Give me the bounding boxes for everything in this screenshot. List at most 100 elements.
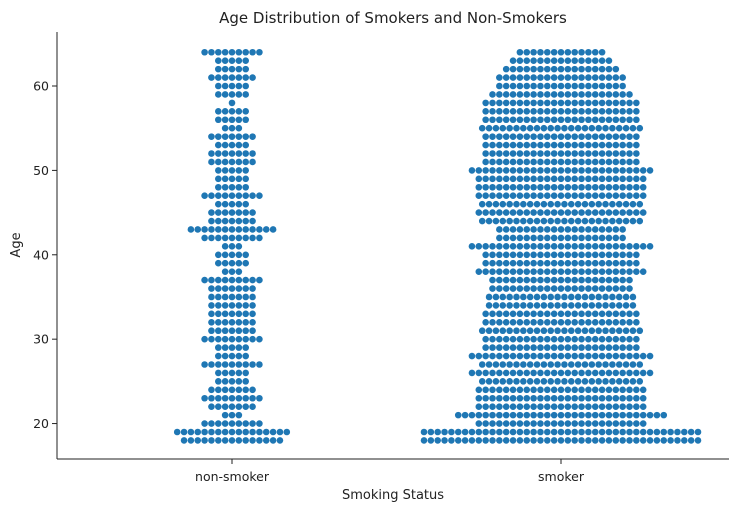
data-point — [208, 310, 215, 318]
data-point — [540, 327, 548, 335]
data-point — [591, 259, 599, 267]
data-point — [585, 74, 592, 81]
data-point — [516, 243, 524, 250]
data-point — [626, 192, 633, 200]
data-point — [574, 361, 582, 368]
data-point — [591, 352, 599, 360]
data-point — [475, 411, 483, 419]
data-point — [489, 310, 496, 318]
data-point — [547, 302, 555, 309]
data-point — [513, 217, 520, 225]
data-point — [629, 378, 637, 385]
data-point — [612, 82, 620, 90]
data-point — [598, 285, 606, 292]
data-point — [626, 158, 633, 166]
data-point — [591, 243, 599, 250]
data-point — [235, 394, 243, 402]
data-point — [516, 48, 524, 56]
data-point — [626, 183, 633, 191]
data-point — [228, 344, 236, 351]
data-point — [626, 394, 633, 402]
data-point — [523, 82, 531, 90]
data-point — [502, 259, 510, 267]
data-point — [585, 226, 592, 233]
data-point — [208, 150, 215, 157]
data-point — [530, 411, 537, 419]
data-point — [482, 251, 489, 259]
data-point — [550, 192, 558, 200]
data-point — [612, 209, 620, 216]
data-point — [208, 133, 215, 140]
data-point — [221, 48, 229, 56]
data-point — [571, 108, 578, 115]
data-point — [612, 243, 620, 250]
data-point — [574, 217, 582, 225]
data-point — [633, 251, 640, 259]
data-point — [485, 200, 493, 208]
data-point — [564, 285, 572, 292]
data-point — [242, 217, 249, 225]
data-point — [256, 48, 263, 56]
data-point — [262, 428, 270, 436]
data-point — [567, 200, 575, 208]
data-point — [249, 158, 256, 166]
data-point — [221, 57, 229, 64]
data-point — [605, 192, 613, 200]
data-point — [591, 318, 599, 326]
data-point — [221, 318, 229, 326]
data-point — [602, 327, 609, 335]
data-point — [591, 48, 599, 56]
data-point — [228, 167, 236, 174]
data-point — [482, 335, 489, 343]
data-point — [256, 226, 263, 233]
data-point — [242, 344, 249, 351]
data-point — [550, 344, 558, 351]
data-point — [235, 183, 243, 191]
data-point — [475, 183, 483, 191]
data-point — [633, 141, 640, 149]
data-point — [612, 285, 620, 292]
data-point — [228, 268, 236, 275]
data-point — [523, 344, 531, 351]
data-point — [550, 276, 558, 284]
data-point — [482, 108, 489, 115]
data-point — [215, 209, 222, 216]
data-point — [506, 302, 513, 309]
data-point — [489, 243, 496, 250]
data-point — [585, 369, 592, 377]
data-point — [612, 192, 620, 200]
data-point — [544, 352, 551, 360]
data-point — [530, 403, 537, 410]
data-point — [612, 411, 620, 419]
data-point — [448, 428, 455, 436]
data-point — [496, 226, 503, 233]
data-point — [544, 234, 551, 242]
data-point — [523, 141, 531, 149]
data-point — [468, 428, 476, 436]
data-point — [609, 327, 616, 335]
data-point — [591, 158, 599, 166]
data-point — [578, 108, 585, 115]
data-point — [633, 369, 640, 377]
data-point — [516, 369, 524, 377]
data-point — [228, 116, 236, 124]
data-point — [578, 276, 585, 284]
data-point — [598, 428, 606, 436]
data-point — [609, 293, 616, 301]
data-point — [228, 352, 236, 360]
data-point — [228, 141, 236, 149]
data-point — [550, 82, 558, 90]
data-point — [591, 226, 599, 233]
data-point — [571, 133, 578, 140]
data-point — [523, 150, 531, 157]
data-point — [550, 183, 558, 191]
data-point — [636, 124, 644, 132]
x-tick-label: non-smoker — [195, 469, 270, 484]
data-point — [482, 352, 489, 360]
data-point — [215, 108, 222, 115]
data-point — [557, 403, 565, 410]
data-point — [228, 386, 236, 394]
data-point — [544, 48, 551, 56]
data-point — [591, 344, 599, 351]
data-point — [544, 268, 551, 275]
